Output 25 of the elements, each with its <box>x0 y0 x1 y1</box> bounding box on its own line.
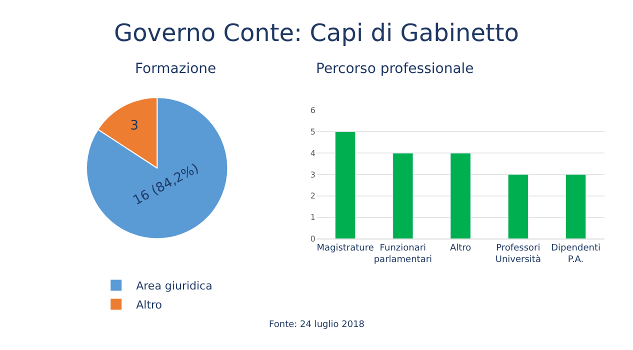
y-tick-label: 1 <box>310 213 316 222</box>
source-note: Fonte: 24 luglio 2018 <box>269 320 365 330</box>
x-tick-label: Magistrature <box>316 244 374 254</box>
y-tick-label: 2 <box>310 192 316 201</box>
chart-title: Percorso professionale <box>316 61 474 77</box>
y-tick-label: 6 <box>310 106 316 116</box>
legend-label: Area giuridica <box>136 280 212 293</box>
chart-title: Formazione <box>135 61 216 77</box>
bar <box>334 131 356 239</box>
y-tick-label: 0 <box>310 234 316 244</box>
y-tick-label: 4 <box>310 148 316 158</box>
bar <box>565 174 586 239</box>
pie-slice <box>86 96 228 240</box>
bar <box>392 152 414 239</box>
y-tick-label: 5 <box>310 128 316 136</box>
legend-label: Altro <box>136 298 162 312</box>
bar <box>508 174 529 239</box>
x-tick-label: Dipendenti P.A. <box>551 244 600 266</box>
data-label: 3 <box>130 118 138 134</box>
text: Governo Conte: Capi di Gabinetto <box>114 19 519 47</box>
x-tick-label: Altro <box>450 244 472 254</box>
bar <box>450 152 471 239</box>
y-tick-label: 3 <box>310 170 316 180</box>
x-tick-label: Funzionari parlamentari <box>374 244 432 266</box>
x-tick-label: Professori Università <box>495 244 541 266</box>
